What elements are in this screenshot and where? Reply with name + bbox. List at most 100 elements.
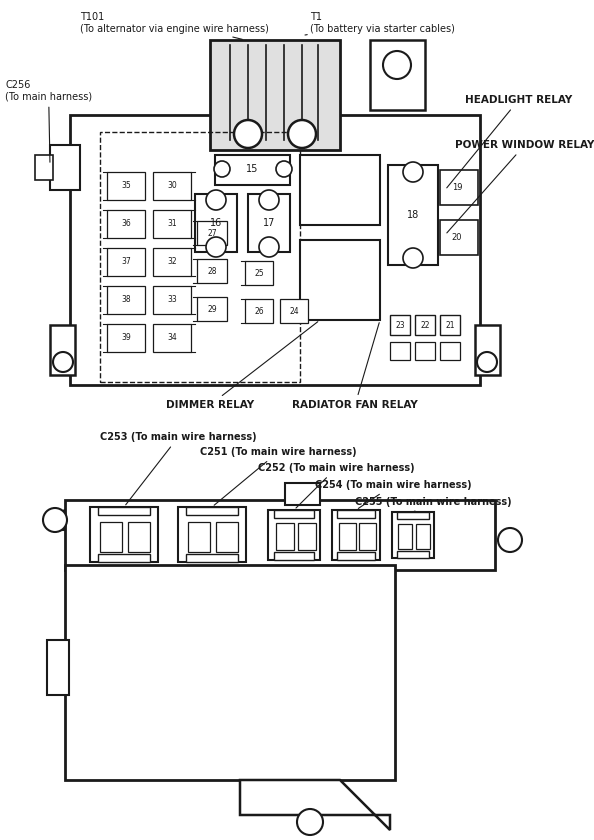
Bar bbox=[215, 155, 290, 185]
Circle shape bbox=[498, 528, 522, 552]
Bar bbox=[47, 640, 69, 695]
Bar bbox=[415, 342, 435, 360]
Circle shape bbox=[276, 161, 292, 177]
Bar bbox=[107, 324, 145, 352]
Bar bbox=[245, 299, 273, 323]
Text: 35: 35 bbox=[121, 181, 131, 191]
Text: T1
(To battery via starter cables): T1 (To battery via starter cables) bbox=[305, 12, 455, 35]
Bar bbox=[153, 172, 191, 200]
Bar bbox=[337, 552, 375, 560]
Bar bbox=[390, 342, 410, 360]
Text: DIMMER RELAY: DIMMER RELAY bbox=[166, 322, 318, 410]
Text: 25: 25 bbox=[254, 269, 264, 277]
Bar bbox=[98, 554, 150, 562]
Bar bbox=[276, 523, 294, 550]
Bar bbox=[397, 512, 429, 519]
Circle shape bbox=[403, 248, 423, 268]
Bar bbox=[285, 483, 320, 505]
Bar bbox=[300, 155, 380, 225]
Bar bbox=[153, 210, 191, 238]
Circle shape bbox=[477, 352, 497, 372]
Bar bbox=[274, 552, 314, 560]
Bar bbox=[440, 170, 478, 205]
Circle shape bbox=[297, 809, 323, 835]
Bar bbox=[415, 315, 435, 335]
Polygon shape bbox=[45, 510, 65, 530]
Text: 21: 21 bbox=[446, 321, 455, 329]
Text: 29: 29 bbox=[207, 304, 217, 313]
Text: 30: 30 bbox=[167, 181, 177, 191]
Bar bbox=[268, 510, 320, 560]
Bar bbox=[397, 551, 429, 558]
Bar bbox=[128, 522, 150, 552]
Bar bbox=[107, 248, 145, 276]
Bar bbox=[153, 324, 191, 352]
Text: HEADLIGHT RELAY: HEADLIGHT RELAY bbox=[447, 95, 572, 188]
Circle shape bbox=[288, 120, 316, 148]
Bar bbox=[153, 286, 191, 314]
Text: 20: 20 bbox=[452, 233, 462, 242]
Text: 39: 39 bbox=[121, 333, 131, 343]
Bar bbox=[188, 522, 210, 552]
Circle shape bbox=[206, 237, 226, 257]
Bar bbox=[440, 315, 460, 335]
Bar bbox=[186, 507, 238, 515]
Bar bbox=[337, 510, 375, 518]
Bar bbox=[98, 507, 150, 515]
Circle shape bbox=[259, 190, 279, 210]
Bar bbox=[388, 165, 438, 265]
Bar bbox=[274, 510, 314, 518]
Bar bbox=[298, 523, 316, 550]
Text: C255 (To main wire harness): C255 (To main wire harness) bbox=[355, 497, 511, 512]
Text: 27: 27 bbox=[207, 228, 217, 238]
Bar bbox=[390, 315, 410, 335]
Bar bbox=[50, 325, 75, 375]
Bar bbox=[107, 210, 145, 238]
Text: 22: 22 bbox=[420, 321, 429, 329]
Bar bbox=[300, 240, 380, 320]
Bar bbox=[100, 132, 300, 382]
Circle shape bbox=[259, 237, 279, 257]
Circle shape bbox=[403, 162, 423, 182]
Bar bbox=[245, 261, 273, 285]
Bar bbox=[475, 325, 500, 375]
Text: C251 (To main wire harness): C251 (To main wire harness) bbox=[200, 447, 356, 505]
Bar bbox=[392, 512, 434, 558]
Text: 33: 33 bbox=[167, 296, 177, 304]
Text: 28: 28 bbox=[207, 266, 217, 276]
Bar bbox=[416, 524, 430, 549]
Bar bbox=[65, 565, 395, 780]
Bar bbox=[398, 524, 412, 549]
Text: C253 (To main wire harness): C253 (To main wire harness) bbox=[100, 432, 257, 505]
Text: POWER WINDOW RELAY: POWER WINDOW RELAY bbox=[447, 140, 594, 233]
Text: 18: 18 bbox=[407, 210, 419, 220]
Text: 26: 26 bbox=[254, 307, 264, 316]
Text: 34: 34 bbox=[167, 333, 177, 343]
Bar bbox=[153, 248, 191, 276]
Bar bbox=[359, 523, 376, 550]
Bar bbox=[197, 259, 227, 283]
Text: T101
(To alternator via engine wire harness): T101 (To alternator via engine wire harn… bbox=[80, 12, 269, 39]
Bar bbox=[339, 523, 356, 550]
Bar bbox=[178, 507, 246, 562]
Bar bbox=[195, 194, 237, 252]
Bar bbox=[186, 554, 238, 562]
Bar bbox=[280, 299, 308, 323]
Bar bbox=[440, 220, 478, 255]
Circle shape bbox=[214, 161, 230, 177]
Text: 24: 24 bbox=[289, 307, 299, 316]
Text: C256
(To main harness): C256 (To main harness) bbox=[5, 80, 92, 162]
Text: 23: 23 bbox=[395, 321, 405, 329]
Circle shape bbox=[206, 190, 226, 210]
Bar bbox=[248, 194, 290, 252]
Bar bbox=[107, 286, 145, 314]
Bar bbox=[65, 500, 495, 570]
Bar bbox=[35, 155, 53, 180]
Bar bbox=[370, 40, 425, 110]
Text: C252 (To main wire harness): C252 (To main wire harness) bbox=[258, 463, 415, 508]
Bar bbox=[440, 342, 460, 360]
Text: 15: 15 bbox=[246, 164, 258, 174]
Circle shape bbox=[383, 51, 411, 79]
Bar bbox=[50, 145, 80, 190]
Bar bbox=[210, 40, 340, 150]
